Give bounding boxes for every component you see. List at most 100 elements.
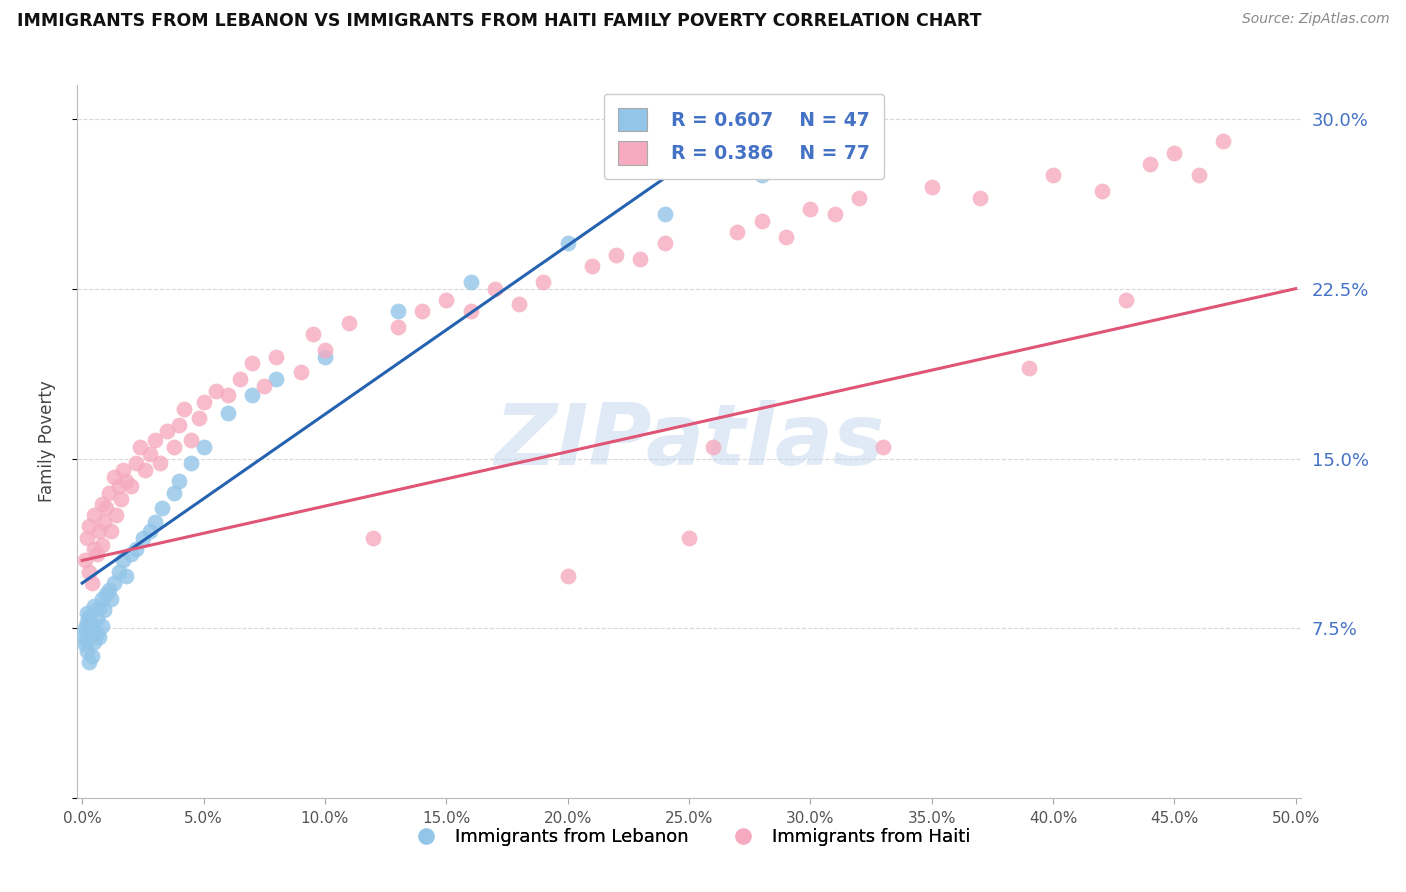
Point: [411, 304, 433, 318]
Point: [1163, 145, 1185, 160]
Point: [83, 508, 105, 523]
Point: [115, 474, 138, 488]
Point: [217, 406, 239, 420]
Point: [120, 547, 142, 561]
Point: [112, 553, 135, 567]
Point: [240, 356, 263, 370]
Point: [86, 612, 108, 626]
Point: [163, 485, 186, 500]
Point: [149, 456, 172, 470]
Point: [134, 463, 156, 477]
Point: [654, 207, 676, 221]
Point: [107, 565, 129, 579]
Point: [107, 479, 129, 493]
Point: [314, 343, 336, 357]
Legend: Immigrants from Lebanon, Immigrants from Haiti: Immigrants from Lebanon, Immigrants from…: [401, 822, 977, 854]
Point: [80, 648, 103, 663]
Point: [115, 569, 138, 583]
Point: [110, 492, 132, 507]
Point: [314, 350, 336, 364]
Point: [76, 615, 98, 629]
Point: [557, 236, 579, 251]
Point: [79, 656, 101, 670]
Point: [727, 225, 749, 239]
Point: [654, 236, 676, 251]
Point: [90, 619, 112, 633]
Point: [112, 463, 135, 477]
Point: [187, 410, 209, 425]
Point: [301, 326, 323, 341]
Point: [1212, 134, 1234, 148]
Point: [150, 501, 173, 516]
Text: Source: ZipAtlas.com: Source: ZipAtlas.com: [1241, 12, 1389, 27]
Point: [132, 531, 155, 545]
Point: [93, 515, 115, 529]
Point: [1018, 360, 1040, 375]
Point: [103, 576, 125, 591]
Point: [89, 601, 111, 615]
Point: [799, 202, 821, 217]
Point: [775, 229, 797, 244]
Point: [605, 247, 627, 261]
Point: [80, 619, 103, 633]
Point: [143, 515, 166, 529]
Point: [229, 372, 252, 386]
Point: [124, 542, 146, 557]
Point: [79, 565, 101, 579]
Point: [80, 576, 103, 591]
Point: [253, 379, 276, 393]
Point: [921, 179, 943, 194]
Point: [83, 635, 105, 649]
Point: [97, 485, 120, 500]
Point: [103, 469, 125, 483]
Point: [180, 456, 202, 470]
Point: [156, 425, 179, 439]
Point: [75, 632, 97, 647]
Point: [73, 622, 96, 636]
Point: [484, 282, 506, 296]
Point: [460, 304, 482, 318]
Point: [1115, 293, 1137, 307]
Point: [1139, 157, 1161, 171]
Point: [240, 388, 263, 402]
Point: [100, 524, 122, 538]
Text: IMMIGRANTS FROM LEBANON VS IMMIGRANTS FROM HAITI FAMILY POVERTY CORRELATION CHAR: IMMIGRANTS FROM LEBANON VS IMMIGRANTS FR…: [17, 12, 981, 30]
Point: [217, 388, 239, 402]
Point: [193, 395, 215, 409]
Point: [180, 434, 202, 448]
Point: [83, 542, 105, 557]
Point: [363, 531, 385, 545]
Point: [204, 384, 226, 398]
Point: [508, 297, 530, 311]
Point: [139, 447, 162, 461]
Point: [163, 440, 186, 454]
Point: [73, 637, 96, 651]
Point: [751, 213, 773, 227]
Point: [89, 631, 111, 645]
Point: [173, 401, 195, 416]
Point: [824, 207, 846, 221]
Point: [702, 440, 724, 454]
Point: [872, 440, 894, 454]
Point: [76, 531, 98, 545]
Point: [90, 592, 112, 607]
Point: [139, 524, 162, 538]
Point: [79, 610, 101, 624]
Point: [143, 434, 166, 448]
Point: [460, 275, 482, 289]
Point: [531, 275, 554, 289]
Point: [89, 524, 111, 538]
Point: [97, 582, 120, 597]
Y-axis label: Family Poverty: Family Poverty: [38, 381, 56, 502]
Point: [96, 587, 118, 601]
Point: [124, 456, 146, 470]
Point: [79, 519, 101, 533]
Point: [751, 169, 773, 183]
Point: [1042, 169, 1064, 183]
Point: [90, 538, 112, 552]
Point: [337, 316, 360, 330]
Point: [73, 553, 96, 567]
Point: [628, 252, 651, 267]
Point: [387, 320, 409, 334]
Point: [105, 508, 128, 523]
